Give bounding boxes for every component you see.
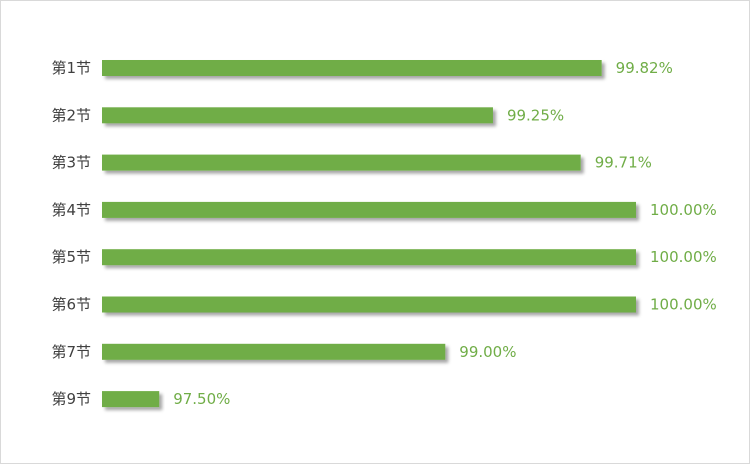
category-label: 第7节 — [51, 343, 91, 361]
bar-2 — [102, 154, 581, 171]
value-label: 99.00% — [459, 343, 516, 361]
value-label: 99.82% — [616, 59, 673, 77]
bar-3 — [102, 201, 636, 218]
category-label: 第1节 — [51, 59, 91, 77]
bar-5 — [102, 296, 636, 313]
bar-1 — [102, 107, 493, 124]
value-label: 100.00% — [650, 248, 717, 266]
category-label: 第3节 — [51, 154, 91, 172]
category-label: 第4节 — [51, 201, 91, 219]
bar-4 — [102, 249, 636, 266]
value-label: 99.25% — [507, 106, 564, 124]
category-label: 第5节 — [51, 248, 91, 266]
value-label: 100.00% — [650, 201, 717, 219]
bar-7 — [102, 391, 160, 408]
category-label: 第2节 — [51, 106, 91, 124]
value-label: 97.50% — [173, 390, 230, 408]
value-label: 100.00% — [650, 296, 717, 314]
bar-0 — [102, 60, 602, 76]
category-label: 第9节 — [51, 390, 91, 408]
labels-layer: 第1节 99.82% 第2节 99.25% 第3节 99.71% 第4节 100.00% 第5节… — [51, 59, 716, 408]
value-label: 99.71% — [595, 154, 652, 172]
bars-layer — [102, 60, 636, 408]
bar-6 — [102, 343, 446, 360]
category-label: 第6节 — [51, 296, 91, 314]
